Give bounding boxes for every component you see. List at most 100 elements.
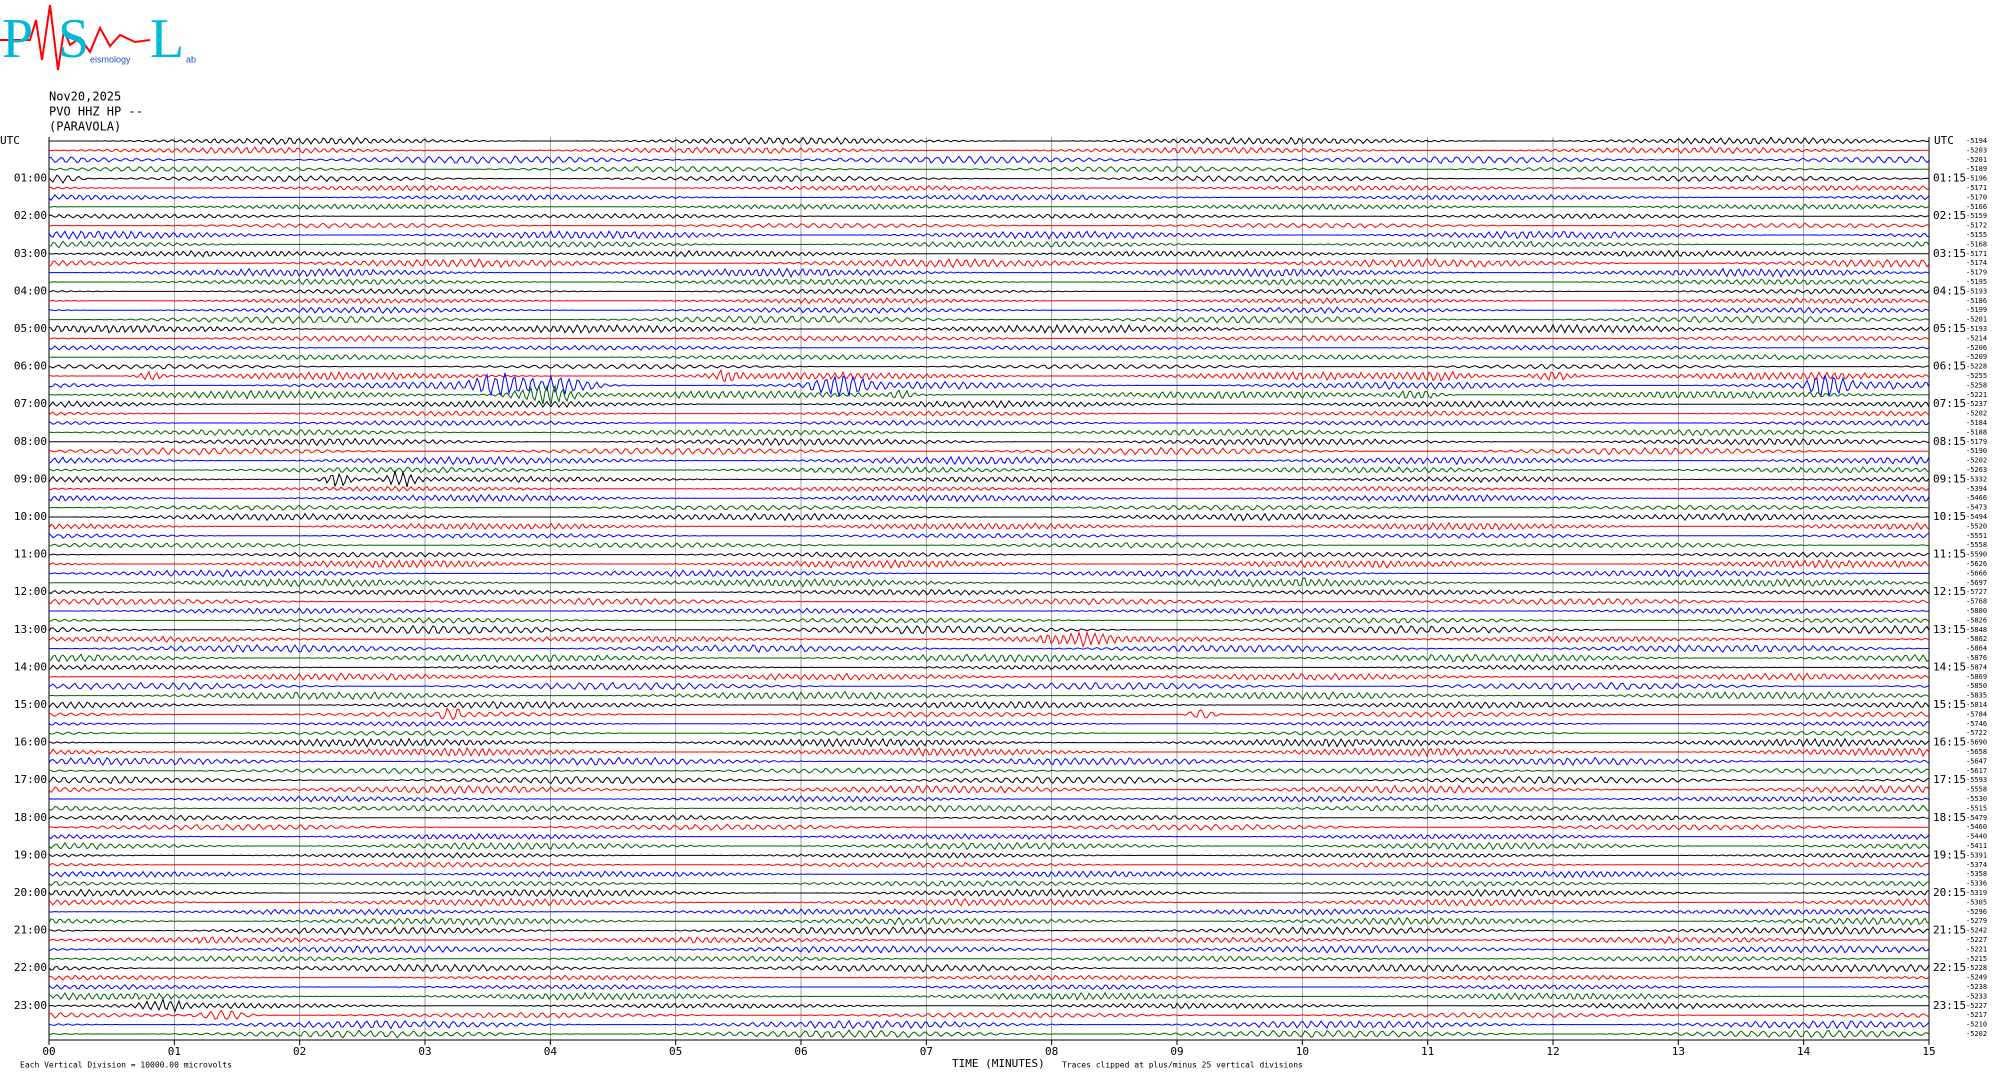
trace-offset: -5727 bbox=[1966, 588, 1987, 596]
row-label: 03:00 bbox=[14, 247, 47, 260]
trace bbox=[48, 249, 1929, 258]
trace bbox=[48, 983, 1930, 991]
row-label: 01:00 bbox=[14, 172, 47, 185]
trace-offset: -5800 bbox=[1966, 607, 1987, 615]
trace bbox=[48, 653, 1930, 664]
trace-offset: -5179 bbox=[1966, 438, 1987, 446]
trace-offset: -5319 bbox=[1966, 889, 1987, 897]
trace bbox=[48, 203, 1930, 211]
trace-offset: -5558 bbox=[1966, 541, 1987, 549]
row-label: 04:15 bbox=[1933, 284, 1966, 297]
trace bbox=[48, 861, 1930, 869]
trace-offset: -5210 bbox=[1966, 1021, 1987, 1029]
x-tick-label: 03 bbox=[418, 1045, 431, 1058]
trace bbox=[48, 334, 1930, 343]
trace bbox=[48, 469, 1930, 488]
row-label: 04:00 bbox=[14, 284, 47, 297]
trace-offset: -5228 bbox=[1966, 964, 1987, 972]
trace-offset: -5814 bbox=[1966, 701, 1987, 709]
site: (PARAVOLA) bbox=[49, 120, 121, 134]
trace bbox=[48, 681, 1930, 691]
note: Traces clipped at plus/minus 25 vertical… bbox=[1062, 1061, 1303, 1070]
row-label: 22:15 bbox=[1933, 961, 1966, 974]
trace-offset: -5617 bbox=[1966, 767, 1987, 775]
trace-offset: -5221 bbox=[1966, 391, 1987, 399]
trace bbox=[48, 323, 1930, 334]
trace-offset: -5862 bbox=[1966, 635, 1987, 643]
trace-offset: -5479 bbox=[1966, 814, 1987, 822]
row-label: 11:00 bbox=[14, 548, 47, 561]
labels: 00 01 02 03 04 05 06 07 08 09 10 11 12 13 14 15-5194-52… bbox=[0, 134, 1987, 1070]
trace-offset: -5188 bbox=[1966, 428, 1987, 436]
trace bbox=[48, 542, 1930, 549]
trace-offset: -5189 bbox=[1966, 165, 1987, 173]
row-label: 02:15 bbox=[1933, 209, 1966, 222]
trace-offset: -5869 bbox=[1966, 673, 1987, 681]
x-tick-label: 06 bbox=[794, 1045, 807, 1058]
trace bbox=[48, 184, 1930, 192]
row-label: 08:15 bbox=[1933, 435, 1966, 448]
trace bbox=[48, 146, 1929, 155]
trace-offset: -5202 bbox=[1966, 457, 1987, 465]
trace bbox=[48, 955, 1929, 963]
trace bbox=[48, 1019, 1930, 1030]
trace bbox=[48, 775, 1930, 785]
trace bbox=[48, 664, 1930, 671]
row-label: 03:15 bbox=[1933, 247, 1966, 260]
trace bbox=[48, 372, 1930, 397]
trace-offset: -5171 bbox=[1966, 184, 1987, 192]
trace bbox=[48, 944, 1930, 955]
trace-offset: -5835 bbox=[1966, 692, 1987, 700]
trace-offset: -5336 bbox=[1966, 880, 1987, 888]
trace-offset: -5159 bbox=[1966, 212, 1987, 220]
trace bbox=[48, 532, 1930, 539]
trace bbox=[48, 737, 1930, 748]
row-label: 20:00 bbox=[14, 886, 47, 899]
x-tick-label: 10 bbox=[1296, 1045, 1309, 1058]
row-label: 09:00 bbox=[14, 472, 47, 485]
x-tick-label: 14 bbox=[1797, 1045, 1811, 1058]
trace bbox=[49, 306, 1930, 315]
trace-offset: -5174 bbox=[1966, 259, 1987, 267]
x-tick-label: 04 bbox=[544, 1045, 558, 1058]
trace bbox=[48, 222, 1930, 229]
row-label: 21:00 bbox=[14, 924, 47, 937]
trace-offset: -5214 bbox=[1966, 334, 1987, 342]
trace-offset: -5520 bbox=[1966, 522, 1987, 530]
trace bbox=[48, 814, 1930, 822]
trace bbox=[49, 607, 1930, 615]
trace-offset: -5391 bbox=[1966, 851, 1987, 859]
row-label: 06:15 bbox=[1933, 360, 1966, 373]
trace bbox=[48, 288, 1930, 295]
trace-offset: -5194 bbox=[1966, 137, 1987, 145]
x-tick-label: 11 bbox=[1421, 1045, 1434, 1058]
trace bbox=[48, 353, 1930, 361]
trace bbox=[48, 700, 1930, 710]
trace bbox=[48, 278, 1930, 286]
trace bbox=[48, 212, 1930, 220]
trace-offset: -5440 bbox=[1966, 833, 1987, 841]
trace-offset: -5193 bbox=[1966, 325, 1987, 333]
trace-offset: -5195 bbox=[1966, 278, 1987, 286]
trace bbox=[48, 363, 1929, 370]
logo-letter: S bbox=[58, 8, 89, 70]
trace bbox=[48, 240, 1930, 249]
row-label: 02:00 bbox=[14, 209, 47, 222]
logo-wave bbox=[0, 4, 151, 71]
trace-offset: -5221 bbox=[1966, 945, 1987, 953]
trace bbox=[48, 368, 1930, 383]
row-label: 12:15 bbox=[1933, 585, 1966, 598]
row-label: 13:15 bbox=[1933, 623, 1966, 636]
trace bbox=[48, 908, 1930, 916]
trace bbox=[48, 165, 1930, 173]
trace bbox=[48, 756, 1930, 767]
trace-offset: -5647 bbox=[1966, 757, 1987, 765]
trace bbox=[48, 823, 1929, 831]
trace-offset: -5558 bbox=[1966, 786, 1987, 794]
trace bbox=[48, 832, 1930, 841]
trace-offset: -5190 bbox=[1966, 447, 1987, 455]
trace-offset: -5305 bbox=[1966, 898, 1987, 906]
trace-offset: -5179 bbox=[1966, 269, 1987, 277]
trace bbox=[48, 155, 1930, 165]
row-label: 23:15 bbox=[1933, 999, 1966, 1012]
